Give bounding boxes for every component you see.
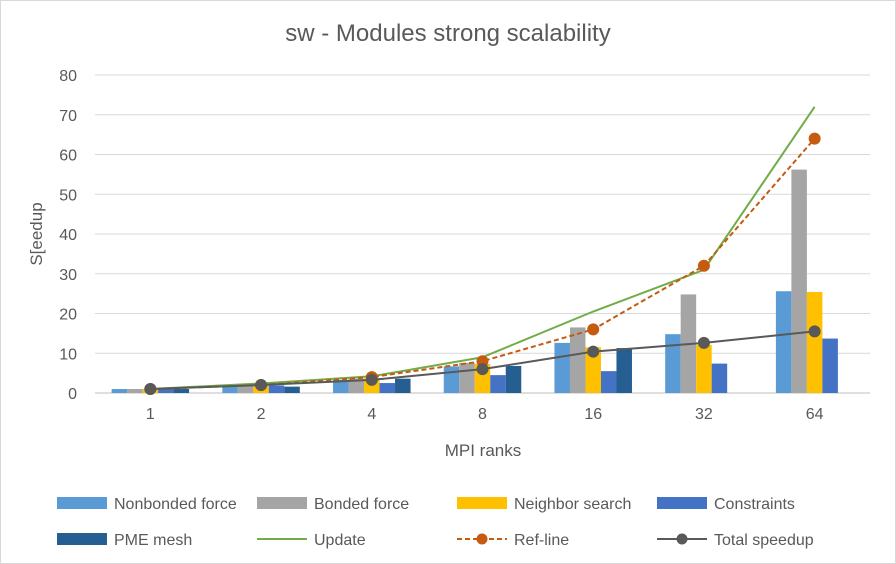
x-tick-label: 4 xyxy=(367,406,376,423)
data-point xyxy=(587,323,600,336)
legend-label: PME mesh xyxy=(114,532,192,549)
bar xyxy=(459,362,475,393)
legend-swatch xyxy=(57,497,107,509)
y-tick-label: 0 xyxy=(68,386,77,403)
bar xyxy=(158,389,174,393)
bar xyxy=(806,292,823,393)
lines xyxy=(144,106,821,396)
data-point xyxy=(808,325,821,338)
bar xyxy=(696,344,712,393)
series-line xyxy=(150,106,816,391)
bar xyxy=(822,338,838,393)
legend-marker xyxy=(476,533,488,545)
legend-label: Neighbor search xyxy=(514,496,631,513)
bar xyxy=(268,385,285,393)
data-point xyxy=(587,345,600,358)
y-tick-label: 60 xyxy=(59,148,77,165)
data-point xyxy=(365,373,378,386)
x-tick-label: 2 xyxy=(257,406,266,423)
data-point xyxy=(476,363,489,376)
bar xyxy=(585,347,601,393)
bar xyxy=(284,386,300,393)
legend-label: Ref-line xyxy=(514,532,569,549)
bar xyxy=(791,169,807,393)
bar xyxy=(443,366,460,393)
bar xyxy=(111,389,128,393)
bar xyxy=(173,389,190,393)
x-tick-label: 16 xyxy=(584,406,602,423)
x-axis-title: MPI ranks xyxy=(445,441,522,460)
data-point xyxy=(697,259,710,272)
y-tick-label: 70 xyxy=(59,108,77,125)
series-line xyxy=(150,137,816,391)
bar xyxy=(127,389,143,393)
bar xyxy=(237,385,254,393)
bar xyxy=(600,371,617,393)
legend: Nonbonded force Bonded force Neighbor sear… xyxy=(57,496,814,549)
bars xyxy=(111,169,838,393)
data-point xyxy=(697,336,710,349)
legend-label: Nonbonded force xyxy=(114,496,237,513)
x-tick-label: 64 xyxy=(806,406,824,423)
y-tick-label: 10 xyxy=(59,346,77,363)
gridlines xyxy=(95,74,870,394)
bar xyxy=(333,379,349,393)
x-tick-labels: 1 2 4 8 16 32 64 xyxy=(146,406,824,423)
bar xyxy=(395,378,411,393)
data-point xyxy=(808,132,821,145)
x-tick-label: 32 xyxy=(695,406,713,423)
bar xyxy=(222,386,238,393)
bar xyxy=(775,291,792,393)
y-tick-label: 50 xyxy=(59,187,77,204)
legend-label: Bonded force xyxy=(314,496,409,513)
data-point xyxy=(255,379,268,392)
legend-swatch xyxy=(57,533,107,545)
bar xyxy=(554,342,570,393)
data-point xyxy=(144,383,157,396)
y-tick-label: 20 xyxy=(59,307,77,324)
y-tick-label: 80 xyxy=(59,68,77,85)
y-tick-label: 30 xyxy=(59,267,77,284)
x-tick-label: 8 xyxy=(478,406,487,423)
y-tick-label: 40 xyxy=(59,227,77,244)
legend-label: Total speedup xyxy=(714,532,814,549)
bar xyxy=(379,383,396,393)
y-tick-labels: 0 10 20 30 40 50 60 70 80 xyxy=(59,68,77,403)
legend-marker xyxy=(676,533,688,545)
bar xyxy=(569,327,586,393)
legend-label: Update xyxy=(314,532,366,549)
bar xyxy=(665,334,681,393)
bar xyxy=(616,348,632,393)
bar xyxy=(505,365,522,393)
bar xyxy=(348,378,365,393)
x-tick-label: 1 xyxy=(146,406,155,423)
legend-swatch xyxy=(657,497,707,509)
y-axis-title: S[eedup xyxy=(27,202,46,265)
legend-label: Constraints xyxy=(714,496,795,513)
chart-title: sw - Modules strong scalability xyxy=(285,20,610,47)
bar xyxy=(490,375,506,393)
legend-swatch xyxy=(257,497,307,509)
bar xyxy=(711,363,728,393)
legend-swatch xyxy=(457,497,507,509)
